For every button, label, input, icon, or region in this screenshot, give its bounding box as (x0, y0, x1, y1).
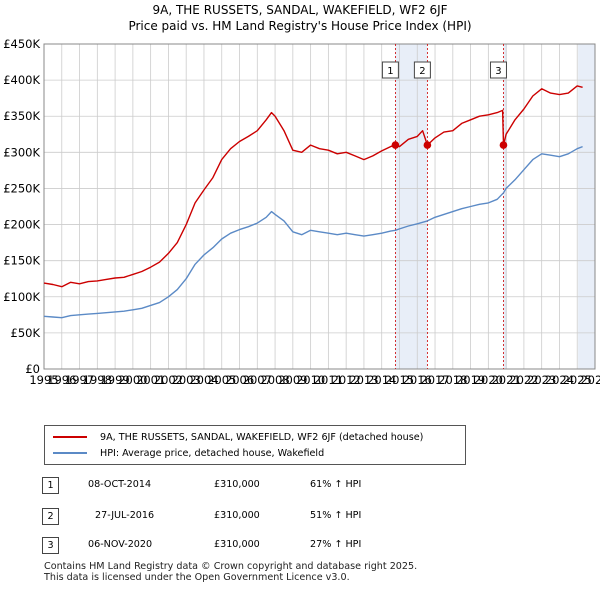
transaction-hpi: 51% ↑ HPI (310, 510, 362, 521)
marker-label: 1 (387, 66, 393, 77)
x-tick-label: 2007 (243, 373, 272, 387)
x-tick-label: 2022 (509, 373, 538, 387)
x-tick-label: 2012 (332, 373, 361, 387)
chart-legend: 9A, THE RUSSETS, SANDAL, WAKEFIELD, WF2 … (44, 425, 466, 465)
marker-box (489, 61, 507, 79)
x-tick-label: 2004 (189, 373, 218, 387)
marker-box (413, 61, 431, 79)
plot-frame (43, 43, 596, 370)
y-tick-label: £300K (3, 145, 40, 159)
x-tick-label: 2024 (545, 373, 574, 387)
transaction-price: £310,000 (214, 539, 260, 550)
x-tick-label: 2023 (527, 373, 556, 387)
legend-item-property: 9A, THE RUSSETS, SANDAL, WAKEFIELD, WF2 … (53, 430, 423, 444)
x-tick-label: 2005 (207, 373, 236, 387)
x-tick-label: 2021 (491, 373, 520, 387)
sale-point (391, 141, 400, 149)
x-tick-label: 2006 (225, 373, 254, 387)
marker-label: 3 (495, 66, 501, 77)
x-tick-label: 2017 (420, 373, 449, 387)
y-tick-label: £0 (25, 362, 40, 376)
x-tick-label: 2003 (172, 373, 201, 387)
x-tick-label: 2013 (349, 373, 378, 387)
transaction-hpi: 61% ↑ HPI (310, 479, 362, 490)
marker-box (381, 61, 399, 79)
transaction-date: 27-JUL-2016 (95, 510, 155, 521)
price-chart: £0 £50K £100K £150K £200K £250K £300K £350K £400… (3, 37, 600, 387)
hpi-series-line (43, 145, 583, 319)
x-tick-label: 2001 (136, 373, 165, 387)
x-tick-label: 2020 (474, 373, 503, 387)
x-tick-label: 2025 (563, 373, 592, 387)
property-series-line (43, 85, 583, 288)
x-tick-label: 1996 (47, 373, 76, 387)
legend-label-hpi: HPI: Average price, detached house, Wake… (100, 447, 325, 459)
transaction-number: 1 (42, 477, 59, 494)
legend-swatch-hpi (53, 452, 87, 454)
x-tick-label: 1995 (29, 373, 58, 387)
x-tick-label: 2016 (403, 373, 432, 387)
x-tick-label: 2018 (438, 373, 467, 387)
shaded-band (503, 44, 508, 369)
x-tick-label: 2014 (367, 373, 396, 387)
transaction-date: 06-NOV-2020 (88, 539, 153, 550)
y-tick-label: £50K (11, 326, 41, 340)
x-tick-label: 2015 (385, 373, 414, 387)
shaded-band (395, 44, 428, 369)
x-tick-label: 2010 (296, 373, 325, 387)
transaction-price: £310,000 (214, 479, 260, 490)
y-tick-label: £450K (3, 37, 40, 51)
chart-subtitle: Price paid vs. HM Land Registry's House … (128, 19, 472, 33)
x-tick-label: 2019 (456, 373, 485, 387)
x-tick-label: 2002 (154, 373, 183, 387)
x-tick-label: 1999 (100, 373, 129, 387)
x-tick-label: 2000 (118, 373, 147, 387)
transaction-row: 3 06-NOV-2020 £310,000 27% ↑ HPI (0, 537, 600, 557)
transaction-price: £310,000 (214, 510, 260, 521)
y-tick-label: £150K (3, 254, 40, 268)
x-tick-label: 2026 (580, 373, 600, 387)
shaded-band (578, 44, 595, 369)
footer-licence: This data is licensed under the Open Gov… (44, 572, 350, 583)
footer-copyright: Contains HM Land Registry data © Crown c… (44, 561, 418, 572)
transaction-date: 08-OCT-2014 (88, 479, 152, 490)
y-tick-label: £350K (3, 109, 40, 123)
x-tick-label: 2008 (260, 373, 289, 387)
x-tick-label: 1997 (65, 373, 94, 387)
legend-swatch-property (53, 436, 87, 438)
sale-point (423, 141, 432, 149)
y-tick-label: £200K (3, 218, 40, 232)
transaction-row: 1 08-OCT-2014 £310,000 61% ↑ HPI (0, 477, 600, 497)
marker-label: 2 (419, 66, 425, 77)
chart-title: 9A, THE RUSSETS, SANDAL, WAKEFIELD, WF2 … (152, 3, 448, 17)
x-tick-label: 1998 (83, 373, 112, 387)
transaction-number: 2 (42, 508, 59, 525)
transaction-hpi: 27% ↑ HPI (310, 539, 362, 550)
y-tick-label: £250K (3, 181, 40, 195)
sale-point (499, 141, 508, 149)
legend-item-hpi: HPI: Average price, detached house, Wake… (53, 446, 324, 460)
y-tick-label: £100K (3, 290, 40, 304)
x-tick-label: 2009 (278, 373, 307, 387)
transaction-row: 2 27-JUL-2016 £310,000 51% ↑ HPI (0, 508, 600, 528)
y-tick-label: £400K (3, 73, 40, 87)
legend-label-property: 9A, THE RUSSETS, SANDAL, WAKEFIELD, WF2 … (100, 431, 424, 443)
x-tick-label: 2011 (314, 373, 343, 387)
transaction-number: 3 (42, 537, 59, 554)
